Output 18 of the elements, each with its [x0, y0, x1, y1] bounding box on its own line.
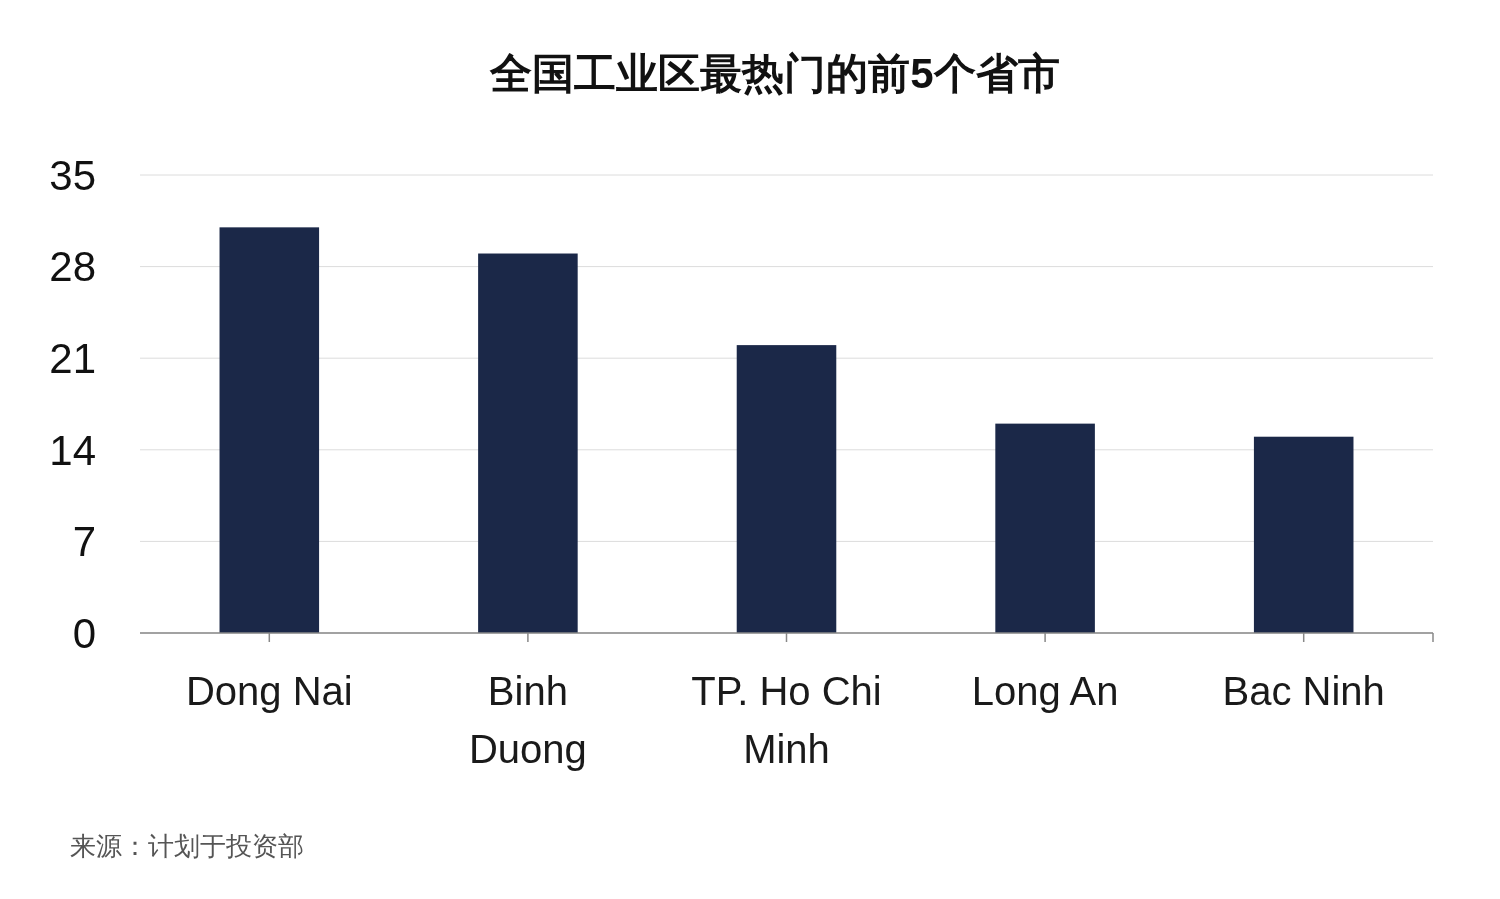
- y-tick-label: 35: [49, 151, 96, 199]
- y-tick-label: 7: [72, 518, 96, 566]
- x-tick-label: Bac Ninh: [1222, 669, 1385, 713]
- y-tick-label: 28: [49, 243, 96, 291]
- x-tick-label: Long An: [971, 669, 1119, 713]
- x-tick-label: Dong Nai: [185, 669, 353, 713]
- x-tick-label: TP. Ho Chi Minh: [691, 669, 882, 771]
- chart-title: 全国工业区最热门的前5个省市: [489, 50, 1060, 97]
- bar: [736, 345, 837, 633]
- bar: [478, 253, 578, 633]
- x-tick-label: Binh Duong: [468, 669, 587, 771]
- y-tick-label: 0: [72, 609, 96, 657]
- y-tick-label: 21: [49, 334, 96, 382]
- bar: [995, 423, 1095, 633]
- source-note: 来源：计划于投资部: [70, 831, 304, 861]
- bar: [219, 227, 320, 633]
- bar: [1253, 436, 1354, 633]
- y-tick-label: 14: [49, 426, 96, 474]
